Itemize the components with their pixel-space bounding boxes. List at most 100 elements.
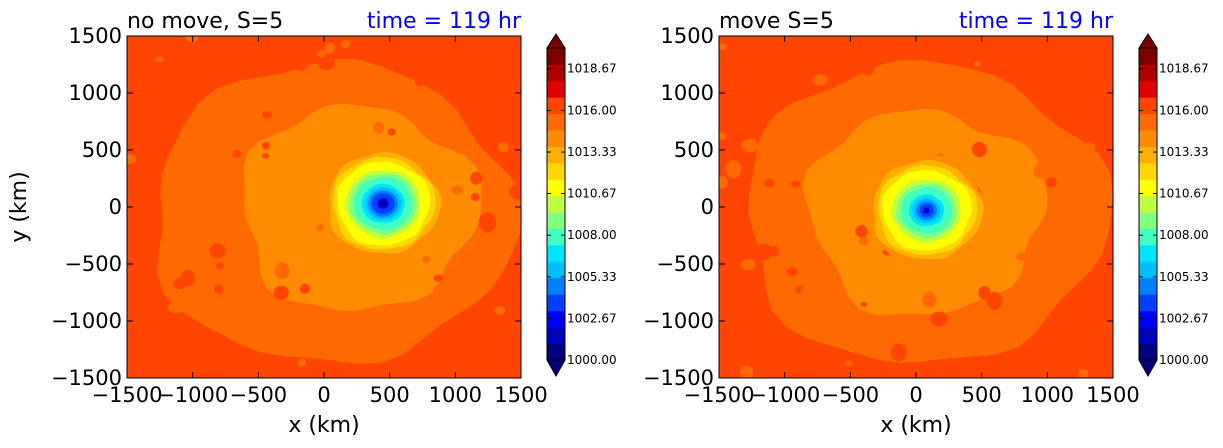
field-speckle xyxy=(741,138,759,153)
field-speckle xyxy=(973,61,982,67)
field-speckle xyxy=(297,358,307,367)
field-speckle xyxy=(215,262,224,270)
field-speckle xyxy=(262,152,270,159)
field-speckle xyxy=(826,355,845,378)
colorbar-segment xyxy=(547,179,565,197)
colorbar-segment xyxy=(547,162,565,180)
colorbar-segment xyxy=(1139,146,1157,164)
x-tick-label: −1000 xyxy=(749,383,820,407)
pressure-field xyxy=(127,36,521,378)
field-speckle xyxy=(274,261,290,280)
field-speckle xyxy=(755,243,773,261)
field-speckle xyxy=(415,75,425,87)
chart-title: move S=5 xyxy=(719,9,834,34)
field-speckle xyxy=(232,149,242,159)
field-speckle xyxy=(860,301,868,307)
colorbar-segment xyxy=(547,245,565,262)
colorbar-segment xyxy=(1139,294,1157,312)
colorbar-segment xyxy=(1139,64,1157,82)
y-tick-label: 500 xyxy=(82,138,122,162)
field-speckle xyxy=(232,296,247,310)
field-speckle xyxy=(922,291,937,309)
colorbar-segment xyxy=(547,261,565,279)
colorbar-segment xyxy=(1139,48,1157,65)
chart-panel-2: −1500−1000 −500 0 500 1000 1500150010005000−5… xyxy=(643,9,1209,438)
field-speckle xyxy=(813,74,828,86)
field-speckle xyxy=(299,283,310,295)
y-tick-label: 1000 xyxy=(69,81,122,105)
x-tick-label: −1500 xyxy=(91,383,162,407)
colorbar-extend-max xyxy=(1138,33,1158,49)
colorbar-segment xyxy=(1139,245,1157,262)
x-tick-label: 0 xyxy=(317,383,330,407)
field-speckle xyxy=(978,285,991,300)
field-speckle xyxy=(872,316,891,331)
colorbar-segment xyxy=(547,146,565,164)
field-speckle xyxy=(1092,121,1103,133)
field-speckle xyxy=(790,180,801,188)
colorbar-segment xyxy=(1139,310,1157,328)
colorbar-extend-min xyxy=(546,359,566,378)
field-speckle xyxy=(858,236,869,246)
colorbar-segment xyxy=(547,228,565,246)
colorbar-tick-label: 1002.67 xyxy=(567,311,617,325)
field-speckle xyxy=(185,36,199,43)
field-speckle xyxy=(986,291,1003,310)
y-tick-label: 0 xyxy=(701,195,714,219)
field-speckle xyxy=(494,306,506,315)
field-speckle xyxy=(213,284,224,294)
field-speckle xyxy=(316,50,327,58)
field-speckle xyxy=(475,227,483,234)
field-speckle xyxy=(164,171,173,178)
y-tick-label: −1500 xyxy=(643,366,714,390)
y-tick-label: 0 xyxy=(109,195,122,219)
colorbar-segment xyxy=(547,48,565,65)
colorbar-tick-label: 1016.00 xyxy=(1159,103,1209,117)
field-speckle xyxy=(764,178,775,188)
field-speckle xyxy=(213,217,224,229)
colorbar-segment xyxy=(1139,179,1157,197)
field-speckle xyxy=(497,141,509,153)
field-speckle xyxy=(930,311,948,327)
colorbar-frame xyxy=(546,47,566,361)
y-tick-label: −1000 xyxy=(51,309,122,333)
colorbar-tick-label: 1000.00 xyxy=(567,353,617,367)
field-speckle xyxy=(719,132,727,140)
field-speckle xyxy=(1077,368,1089,378)
x-tick-label: 500 xyxy=(962,383,1002,407)
field-speckle xyxy=(316,337,331,355)
field-speckle xyxy=(740,259,756,271)
time-label: time = 119 hr xyxy=(959,9,1114,34)
colorbar-tick-label: 1008.00 xyxy=(1159,228,1209,242)
colorbar-tick-label: 1010.67 xyxy=(567,187,617,201)
colorbar-tick-label: 1008.00 xyxy=(567,228,617,242)
x-tick-label: 1500 xyxy=(494,383,547,407)
x-tick-label: −500 xyxy=(229,383,287,407)
field-speckle xyxy=(373,121,384,134)
pressure-field xyxy=(719,36,1113,378)
colorbar-tick-label: 1013.33 xyxy=(567,145,617,159)
colorbar-tick-label: 1013.33 xyxy=(1159,145,1209,159)
field-speckle xyxy=(278,316,287,324)
field-speckle xyxy=(167,301,185,314)
field-speckle xyxy=(897,36,914,45)
field-speckle xyxy=(324,42,336,54)
time-label: time = 119 hr xyxy=(367,9,522,34)
field-speckle xyxy=(387,128,396,136)
y-tick-label: −1000 xyxy=(643,309,714,333)
colorbar-segment xyxy=(547,64,565,82)
field-speckle xyxy=(422,255,430,263)
colorbar-extend-min xyxy=(1138,359,1158,378)
colorbar-tick-label: 1018.67 xyxy=(1159,62,1209,76)
field-speckle xyxy=(318,55,335,71)
colorbar-segment xyxy=(1139,97,1157,115)
y-tick-label: −500 xyxy=(656,252,714,276)
colorbar-tick-label: 1018.67 xyxy=(567,62,617,76)
field-speckle xyxy=(721,150,737,162)
field-speckle xyxy=(1058,368,1066,376)
field-speckle xyxy=(1016,252,1029,262)
field-speckle xyxy=(478,212,497,233)
colorbar-segment xyxy=(547,310,565,328)
field-speckle xyxy=(213,317,222,323)
field-speckle xyxy=(316,224,324,232)
